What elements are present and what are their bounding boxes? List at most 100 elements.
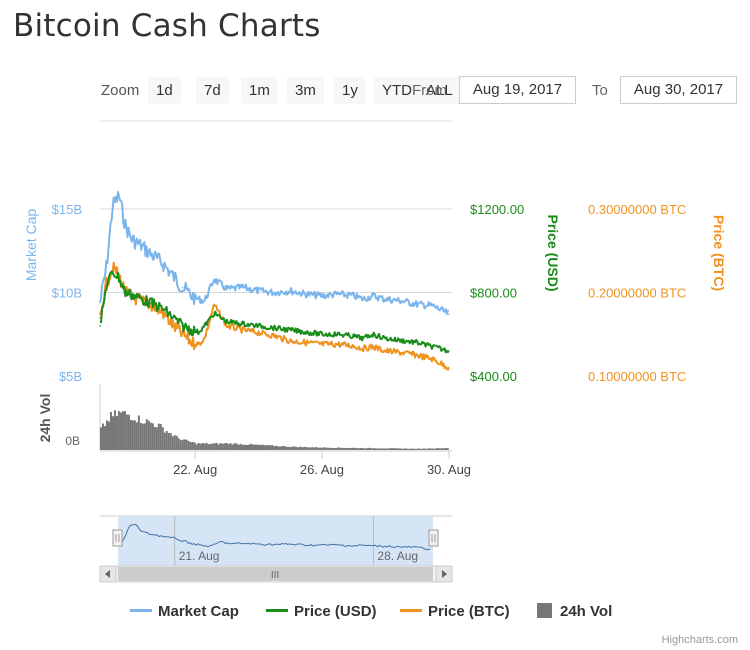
volume-bar	[341, 447, 344, 450]
zoom-all-button[interactable]: ALL	[418, 77, 461, 104]
volume-bar	[179, 440, 182, 450]
navigator-series	[117, 523, 431, 551]
volume-bar	[420, 448, 423, 450]
zoom-1m-button[interactable]: 1m	[241, 77, 278, 104]
price-usd-line-point	[416, 341, 418, 344]
price-usd-line-point	[162, 308, 165, 311]
market-cap-line-point	[130, 238, 133, 240]
price-btc-line	[99, 261, 450, 371]
price-btc-line-point	[203, 337, 206, 340]
volume-bar	[117, 411, 120, 450]
market-cap-line-point	[448, 313, 450, 316]
volume-bar	[349, 448, 352, 450]
price-btc-line-point	[213, 304, 215, 306]
volume-bar	[337, 447, 340, 450]
chart-area: $5B $10B $15B $400.00 $800.00 $1200.00 0.100…	[23, 120, 727, 583]
volume-bar	[398, 448, 401, 450]
volume-bar	[287, 446, 290, 450]
volume-bar	[259, 444, 262, 450]
volume-bar	[293, 446, 296, 450]
volume-bar	[241, 444, 244, 450]
market-cap-line	[99, 191, 450, 315]
price-usd-tick-label: $800.00	[470, 286, 517, 301]
legend-item-price-btc[interactable]: Price (BTC)	[400, 603, 510, 620]
volume-bar	[100, 427, 102, 450]
volume-bar	[105, 420, 108, 450]
volume-bar	[169, 433, 172, 450]
zoom-ytd-button[interactable]: YTD	[374, 77, 420, 104]
volume-bar	[395, 448, 398, 450]
legend-item-24h-vol[interactable]: 24h Vol	[537, 602, 613, 620]
volume-bar	[285, 446, 288, 450]
volume-series	[100, 410, 449, 450]
legend-item-market-cap[interactable]: Market Cap	[130, 603, 239, 620]
volume-bar	[231, 444, 234, 450]
market-cap-line-point	[162, 263, 165, 265]
price-usd-line-point	[149, 302, 152, 304]
volume-bar	[187, 441, 190, 450]
volume-bar	[347, 447, 350, 450]
to-date-input[interactable]: Aug 30, 2017	[620, 76, 737, 104]
volume-bar	[235, 443, 238, 450]
zoom-1d-button[interactable]: 1d	[148, 77, 181, 104]
volume-bar	[213, 443, 216, 450]
volume-bar	[201, 442, 204, 450]
volume-bar	[185, 439, 188, 450]
volume-bar	[103, 426, 106, 450]
volume-bar	[269, 445, 272, 450]
volume-bar	[281, 446, 284, 450]
zoom-7d-button[interactable]: 7d	[196, 77, 229, 104]
market-cap-line-point	[172, 275, 174, 277]
scrollbar-thumb[interactable]	[118, 567, 433, 581]
legend-label-24h-vol: 24h Vol	[560, 603, 613, 620]
price-usd-line-point	[432, 345, 434, 348]
navigator-left-handle[interactable]	[112, 529, 123, 547]
navigator-right-handle[interactable]	[428, 529, 439, 547]
price-usd-line-point	[289, 329, 292, 331]
x-tick-label: 30. Aug	[427, 462, 471, 477]
volume-bar	[171, 436, 174, 450]
volume-bar	[159, 424, 162, 450]
volume-bar	[397, 448, 400, 450]
market-cap-line-point	[118, 194, 120, 197]
volume-bar	[323, 447, 326, 450]
navigator-tick-label: 21. Aug	[179, 549, 220, 563]
volume-bar	[434, 448, 437, 450]
volume-bar	[289, 447, 292, 450]
scrollbar[interactable]: III	[99, 565, 453, 583]
volume-bar	[197, 442, 200, 450]
volume-bar	[177, 438, 180, 450]
price-btc-line-point	[111, 266, 114, 269]
navigator-tick-label: 28. Aug	[377, 549, 418, 563]
volume-bar	[295, 446, 298, 450]
from-date-input[interactable]: Aug 19, 2017	[459, 76, 576, 104]
volume-bar	[111, 416, 114, 450]
zoom-1y-button[interactable]: 1y	[334, 77, 366, 104]
volume-bar	[209, 443, 212, 450]
volume-bar	[183, 439, 186, 450]
credits-link[interactable]: Highcharts.com	[661, 634, 738, 646]
price-btc-tick-label: 0.10000000 BTC	[588, 369, 686, 384]
legend-item-price-usd[interactable]: Price (USD)	[266, 603, 377, 620]
volume-bar	[361, 447, 364, 450]
navigator[interactable]: 21. Aug 28. Aug	[100, 515, 452, 566]
zoom-3m-button[interactable]: 3m	[287, 77, 324, 104]
price-usd-swatch	[266, 608, 288, 612]
volume-swatch	[537, 602, 552, 618]
navigator-ticks: 21. Aug 28. Aug	[179, 549, 418, 563]
volume-bar	[157, 423, 160, 450]
volume-bar	[357, 448, 360, 450]
price-usd-line-point	[118, 277, 120, 279]
x-tick-label: 26. Aug	[300, 462, 344, 477]
volume-bar	[383, 448, 386, 450]
price-usd-line-point	[203, 325, 206, 327]
price-usd-axis-title: Price (USD)	[545, 214, 561, 291]
price-btc-line-point	[191, 341, 193, 344]
price-usd-line-point	[130, 293, 133, 296]
price-btc-line-point	[384, 350, 387, 352]
volume-bar	[440, 448, 443, 450]
price-usd-line-point	[140, 297, 143, 300]
price-usd-tick-label: $1200.00	[470, 202, 524, 217]
market-cap-line-point	[197, 298, 200, 300]
volume-bar	[125, 414, 128, 450]
